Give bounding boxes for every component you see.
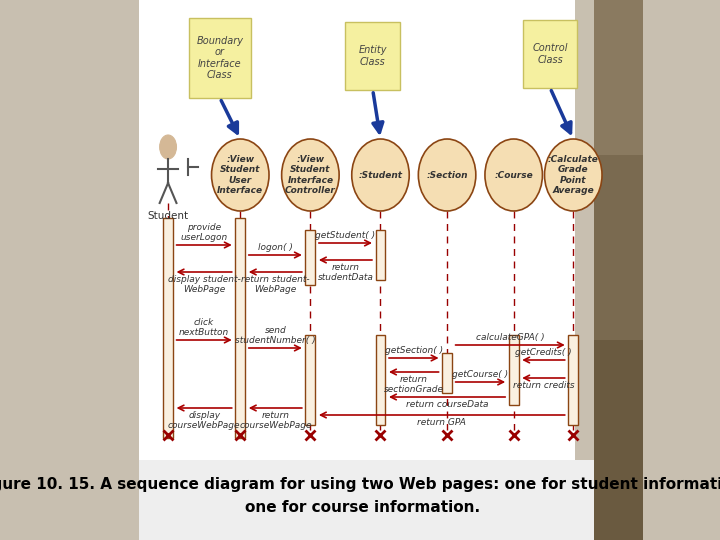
- Text: :View
Student
User
Interface: :View Student User Interface: [217, 155, 264, 195]
- Text: return
sectionGrade: return sectionGrade: [384, 375, 444, 394]
- Bar: [594, 340, 644, 540]
- FancyBboxPatch shape: [346, 22, 400, 90]
- Text: return GPA: return GPA: [418, 418, 467, 427]
- FancyBboxPatch shape: [376, 335, 385, 425]
- Text: Control
Class: Control Class: [532, 43, 568, 65]
- Text: return
studentData: return studentData: [318, 263, 374, 282]
- Text: Entity
Class: Entity Class: [359, 45, 387, 67]
- FancyBboxPatch shape: [235, 218, 246, 438]
- Bar: [575, 0, 644, 155]
- FancyBboxPatch shape: [509, 335, 518, 405]
- Bar: [139, 460, 594, 540]
- Ellipse shape: [282, 139, 339, 211]
- Text: :Calculate
Grade
Point
Average: :Calculate Grade Point Average: [548, 155, 599, 195]
- Ellipse shape: [352, 139, 409, 211]
- Ellipse shape: [418, 139, 476, 211]
- Text: provide
userLogon: provide userLogon: [181, 222, 228, 242]
- Text: :Course: :Course: [495, 171, 533, 179]
- Ellipse shape: [544, 139, 602, 211]
- Text: send
studentNumber( ): send studentNumber( ): [235, 326, 315, 345]
- Bar: [139, 0, 575, 460]
- FancyBboxPatch shape: [376, 230, 385, 280]
- Text: Figure 10. 15. A sequence diagram for using two Web pages: one for student infor: Figure 10. 15. A sequence diagram for us…: [0, 477, 720, 492]
- Text: :View
Student
Interface
Controller: :View Student Interface Controller: [285, 155, 336, 195]
- Text: one for course information.: one for course information.: [246, 501, 480, 516]
- Text: Boundary
or
Interface
Class: Boundary or Interface Class: [197, 36, 243, 80]
- Text: display
courseWebPage: display courseWebPage: [168, 411, 240, 430]
- FancyBboxPatch shape: [523, 20, 577, 88]
- FancyBboxPatch shape: [189, 18, 251, 98]
- Text: click
nextButton: click nextButton: [179, 318, 229, 337]
- Ellipse shape: [485, 139, 542, 211]
- Text: :Section: :Section: [426, 171, 468, 179]
- Text: return credits: return credits: [513, 381, 575, 390]
- Circle shape: [160, 135, 176, 159]
- Text: getCredits( ): getCredits( ): [516, 348, 572, 357]
- Bar: [594, 0, 644, 540]
- Text: return
courseWebPage: return courseWebPage: [239, 411, 312, 430]
- Text: return student-
WebPage: return student- WebPage: [241, 275, 310, 294]
- Bar: [594, 155, 644, 340]
- Text: getStudent( ): getStudent( ): [315, 231, 376, 240]
- Text: return courseData: return courseData: [406, 400, 488, 409]
- FancyBboxPatch shape: [568, 335, 578, 425]
- Text: Student: Student: [148, 211, 189, 221]
- FancyBboxPatch shape: [163, 218, 173, 438]
- Text: getCourse( ): getCourse( ): [452, 370, 508, 379]
- Text: logon( ): logon( ): [258, 243, 293, 252]
- FancyBboxPatch shape: [305, 230, 315, 285]
- FancyBboxPatch shape: [305, 335, 315, 425]
- Text: :Student: :Student: [359, 171, 402, 179]
- Text: display student-
WebPage: display student- WebPage: [168, 275, 240, 294]
- Text: calculateGPA( ): calculateGPA( ): [476, 333, 544, 342]
- FancyBboxPatch shape: [442, 353, 452, 393]
- Ellipse shape: [212, 139, 269, 211]
- Text: getSection( ): getSection( ): [384, 346, 443, 355]
